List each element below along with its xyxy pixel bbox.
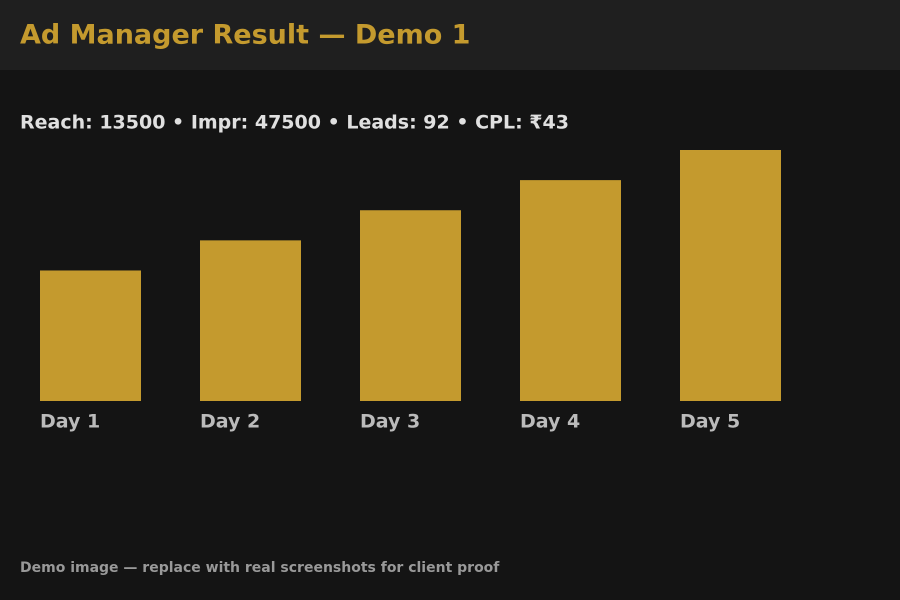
header-bar xyxy=(0,0,900,70)
bar xyxy=(360,210,461,401)
x-tick-label: Day 3 xyxy=(360,411,420,433)
footnote: Demo image — replace with real screensho… xyxy=(20,560,500,576)
bar xyxy=(40,270,141,401)
x-tick-label: Day 2 xyxy=(200,411,260,433)
x-tick-label: Day 1 xyxy=(40,411,100,433)
x-tick-label: Day 4 xyxy=(520,411,580,433)
bar xyxy=(520,180,621,401)
chart-title: Ad Manager Result — Demo 1 xyxy=(20,20,470,51)
bar xyxy=(200,240,301,401)
bar xyxy=(680,150,781,401)
x-tick-label: Day 5 xyxy=(680,411,740,433)
stats-line: Reach: 13500 • Impr: 47500 • Leads: 92 •… xyxy=(20,112,569,134)
